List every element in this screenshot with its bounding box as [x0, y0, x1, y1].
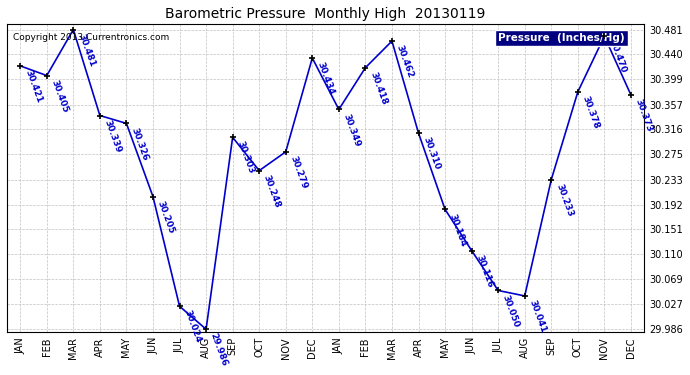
Text: 30.310: 30.310 [422, 136, 442, 171]
Text: 30.326: 30.326 [129, 126, 150, 162]
Text: 30.248: 30.248 [262, 173, 282, 209]
Text: 30.349: 30.349 [342, 112, 362, 148]
Title: Barometric Pressure  Monthly High  20130119: Barometric Pressure Monthly High 2013011… [166, 7, 486, 21]
Text: 30.233: 30.233 [554, 183, 574, 218]
Text: 30.184: 30.184 [448, 212, 468, 248]
Text: 30.470: 30.470 [607, 39, 627, 75]
Text: Copyright 2013 Currentronics.com: Copyright 2013 Currentronics.com [13, 33, 170, 42]
Text: 29.986: 29.986 [209, 332, 229, 368]
Text: 30.481: 30.481 [76, 32, 97, 68]
Text: 30.279: 30.279 [288, 154, 309, 190]
Text: 30.024: 30.024 [182, 309, 203, 345]
Text: 30.378: 30.378 [580, 95, 601, 130]
Text: Pressure  (Inches/Hg): Pressure (Inches/Hg) [498, 33, 625, 43]
Text: 30.421: 30.421 [23, 69, 43, 104]
Text: 30.373: 30.373 [633, 98, 654, 134]
Text: 30.462: 30.462 [395, 44, 415, 80]
Text: 30.405: 30.405 [50, 78, 70, 114]
Text: 30.050: 30.050 [501, 293, 521, 328]
Text: 30.418: 30.418 [368, 70, 388, 106]
Text: 30.339: 30.339 [103, 118, 123, 154]
Text: 30.434: 30.434 [315, 61, 335, 96]
Text: 30.116: 30.116 [475, 253, 495, 289]
Text: 30.041: 30.041 [527, 299, 548, 334]
Text: 30.303: 30.303 [235, 140, 255, 176]
Text: 30.205: 30.205 [156, 200, 176, 235]
